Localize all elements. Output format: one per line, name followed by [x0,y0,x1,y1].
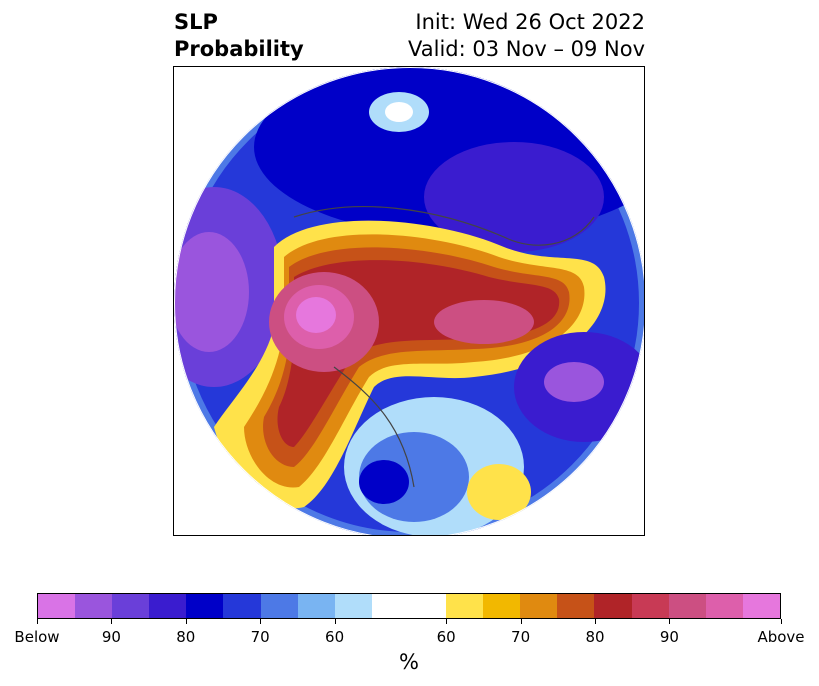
title-variable: SLP [174,10,218,34]
greenland-high [434,300,534,344]
colorbar-tick-mark [669,619,671,624]
colorbar-tick-label: 60 [325,628,345,646]
colorbar-tick-label: 80 [585,628,605,646]
colorbar-tick-mark [260,619,262,624]
atlantic-low-core [544,362,604,402]
colorbar-segment [520,594,558,618]
scandinavia-pocket-core [385,102,413,122]
colorbar-segment [75,594,113,618]
colorbar-segment [260,594,298,618]
colorbar-tick-mark [334,619,336,624]
colorbar-segment [483,594,521,618]
colorbar-segment [705,594,743,618]
colorbar-tick-label: 70 [511,628,531,646]
colorbar-tick-label: 90 [101,628,121,646]
colorbar-unit-label: % [399,650,419,674]
colorbar-tick-mark [520,619,522,624]
title-product: Probability [174,37,304,61]
colorbar-segment [297,594,335,618]
colorbar-tick-mark [595,619,596,624]
colorbar-tick-label: 90 [659,628,679,646]
title-init-date: Init: Wed 26 Oct 2022 [415,10,645,34]
probability-map [174,67,644,535]
colorbar-segment [557,594,595,618]
colorbar-tick-label: 60 [436,628,456,646]
colorbar-tick-label: Above [757,628,805,646]
colorbar-segment [186,594,224,618]
colorbar-tick-mark [185,619,187,624]
colorbar-tick-label: Below [14,628,60,646]
coastline [293,206,595,246]
colorbar-tick-mark [111,619,113,624]
colorbar-segment [112,594,150,618]
colorbar-tick-label: 80 [176,628,196,646]
colorbar-segment [149,594,187,618]
coastline-america [333,366,415,488]
colorbar-segment [631,594,669,618]
colorbar [37,593,781,619]
colorbar-tick-mark [781,619,782,624]
colorbar-segment [371,594,447,618]
map-panel [173,66,645,536]
west-low-core [174,232,249,352]
colorbar-tick-mark [446,619,448,624]
colorbar-tick-mark [37,619,38,624]
colorbar-segment [446,594,484,618]
colorbar-segment [668,594,706,618]
colorbar-segment [742,594,780,618]
north-america-low-core [359,460,409,504]
colorbar-segment [38,594,76,618]
colorbar-segment [334,594,372,618]
arctic-high-core [296,297,336,333]
title-valid-range: Valid: 03 Nov – 09 Nov [408,37,645,61]
atlantic-high-pocket [467,464,531,520]
map-disc-edge [174,67,644,535]
colorbar-segment [594,594,632,618]
colorbar-segment [223,594,261,618]
colorbar-tick-label: 70 [250,628,270,646]
